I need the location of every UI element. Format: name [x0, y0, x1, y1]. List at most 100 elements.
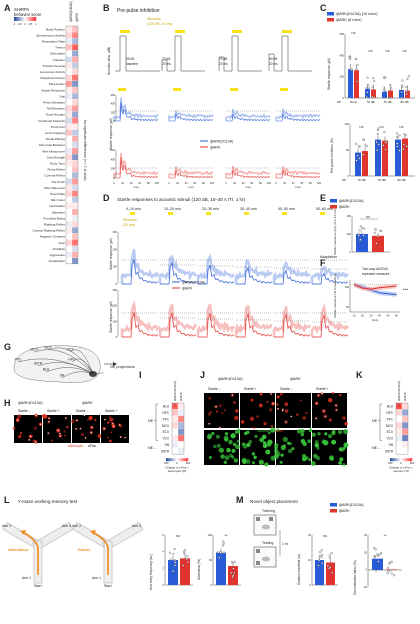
trace-sem [158, 303, 197, 337]
y-tick: 0 [163, 583, 165, 587]
c-top-d110a-dot [400, 96, 403, 100]
colorbar-cell [34, 17, 36, 21]
y-tick: 100 [208, 533, 213, 537]
y-tick: 0 [114, 176, 116, 180]
x-tick: 0 [275, 182, 277, 185]
x-tick: 20 [233, 182, 236, 185]
trace-sem [272, 306, 312, 337]
l-alt-bark-dot [230, 561, 233, 564]
h-group-d110a: iβARK(D110A) [18, 401, 43, 405]
h-image-nucleus [48, 421, 50, 423]
j-image-bottom-cell [243, 431, 248, 436]
l-alt-d110a-dot [219, 551, 222, 554]
panel-m-letter: M [236, 495, 244, 505]
row-label: Gait [59, 94, 65, 98]
row-label: Spontaneous Activity [36, 33, 65, 37]
j-image-bottom-cell [231, 448, 236, 453]
j-image-top-cell [339, 393, 342, 397]
j-image-bottom-cell [267, 431, 271, 435]
colorbar-cell [172, 458, 174, 462]
j-image-bottom-cell [251, 461, 256, 465]
colorbar-cell [28, 17, 30, 21]
ns-label: NS [351, 31, 355, 35]
c-bot-d110a-dot [395, 132, 398, 135]
legend-swatch-d110a [330, 199, 337, 203]
colorbar-cell [405, 458, 407, 462]
c-bot-bark-dot [384, 148, 387, 151]
j-image-bottom-cell [207, 433, 213, 439]
condition-label: 65 dB [126, 57, 134, 61]
m-dist-d110a-dot [318, 559, 321, 562]
panel-g-letter: G [4, 342, 12, 352]
m-dist-d110a-dot [320, 556, 323, 559]
c-bot-bark-dot [402, 148, 405, 151]
colorbar-cell [167, 458, 169, 462]
cb-tick: 500 [186, 461, 191, 465]
c-bot-bark-dot [383, 130, 386, 134]
h-image-cell [30, 434, 33, 437]
j-image-bottom-cell [216, 443, 221, 448]
y-tick: 20 [308, 533, 311, 537]
projection-SN [61, 371, 94, 379]
legend-bark: iβARK (8 mice) [336, 18, 362, 22]
c-bot-d110a-bar [375, 139, 381, 176]
condition-label: 20 ms [162, 62, 171, 66]
panel-b-ppi-traces: Stimulus(120 dB, 20 ms) Acoustic stim. (d… [107, 17, 322, 189]
panel-i-letter: I [139, 370, 142, 380]
j-image-top-nucleus [315, 417, 317, 419]
m-di-bark-dot [386, 572, 389, 575]
j-image-top-cell [284, 409, 289, 413]
trace-mean [276, 170, 321, 179]
row-label: Touch Escape [46, 113, 66, 117]
c-bot-bark-bar [402, 138, 408, 176]
trace-sem [310, 302, 350, 337]
j-group-bark: iβARK [290, 377, 301, 381]
trace-sem [168, 110, 214, 121]
h-image-cell [17, 414, 22, 419]
j-image-top-nucleus [290, 415, 292, 418]
h-image-nucleus [29, 435, 32, 438]
panel-j-neuron-images: iβARK(D110A) iβARK Startle – Startle + Start… [204, 377, 349, 467]
colorbar-cell [397, 458, 399, 462]
l-alt-bark-dot [233, 571, 236, 574]
h-image-cell [18, 434, 22, 439]
h-image-nucleus [17, 419, 19, 421]
j-image-bottom-cell [270, 427, 276, 433]
e-d110a-dot [359, 225, 362, 228]
m-training: Training [262, 509, 275, 513]
c-bot-bark-dot [404, 133, 407, 136]
c-bot-d110a-dot [396, 142, 399, 145]
row-label: Corneal Reflex [45, 174, 66, 178]
j-label-cfos: cFos [275, 429, 283, 433]
projection-BLA [45, 367, 94, 375]
maze-alternation-arrowhead [20, 530, 26, 535]
j-image-bottom-cell [307, 457, 312, 462]
trace-mean [226, 113, 271, 122]
row-label: Urination [53, 58, 66, 62]
panel-d-startle-traces: 0–10 min 10–20 min 20–30 min 30–40 min 40–50… [109, 207, 350, 339]
c-top-bark-dot [356, 63, 359, 66]
colorbar-cell [407, 458, 409, 462]
window-label: 30–40 min [240, 207, 257, 211]
j-image-bottom-cell [337, 429, 343, 435]
sig-star: * [398, 404, 400, 409]
h-image-cell [34, 439, 37, 442]
stimulus-bar [232, 30, 242, 33]
m-dist-d110a-dot [318, 551, 321, 554]
e-bark-dot [375, 242, 378, 245]
j-image-bottom-cell [267, 439, 273, 445]
c-top-d110a-bar [348, 69, 353, 98]
h-image-nucleus [90, 431, 92, 434]
j-image-top-cell [270, 424, 274, 428]
colorbar-cell [20, 17, 22, 21]
y-tick: 100 [345, 122, 350, 126]
c-bot-d110a-dot [376, 149, 379, 152]
c-bot-d110a-dot [355, 142, 358, 146]
j-cond: Startle + [316, 387, 329, 391]
c-bot-d110a-dot [356, 154, 359, 157]
x-unit: (min) [372, 318, 378, 322]
j-image-top-nucleus [285, 421, 287, 423]
l-alt-bark-dot [232, 567, 235, 570]
h-image-nucleus [59, 435, 61, 437]
